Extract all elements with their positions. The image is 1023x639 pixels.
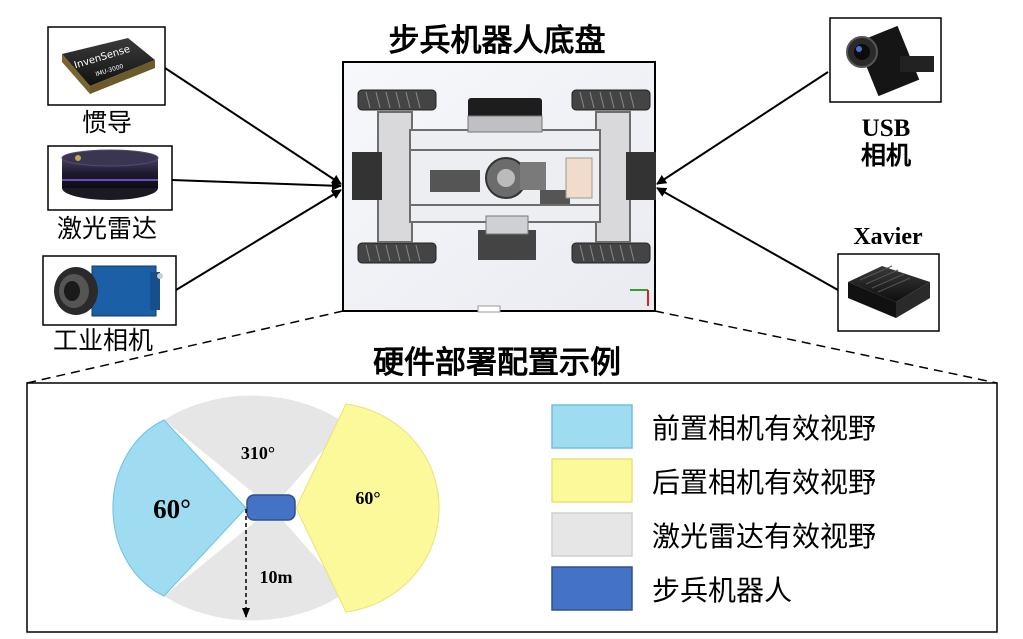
legend-label-front: 前置相机有效视野 [652,412,876,445]
legend-swatch-rear [551,458,633,503]
usb-camera-arrow [656,71,829,185]
lidar-label: 激光雷达 [57,214,157,243]
section-title: 硬件部署配置示例 [373,345,621,381]
xavier-arrow [656,187,839,291]
rear-camera-fov [295,403,440,613]
imu-chip-icon [62,38,155,86]
usb-camera-label-line1: USB [862,115,911,142]
xavier-label: Xavier [853,224,923,250]
legend-label-lidar: 激光雷达有效视野 [652,520,876,553]
legend-swatch-robot [551,566,633,611]
lidar-fov-top [164,395,346,508]
xavier-image [837,253,940,332]
legend-label-robot: 步兵机器人 [652,574,792,607]
chassis-image [342,61,656,313]
usb-camera-image [829,17,942,103]
legend-label-rear: 后置相机有效视野 [652,466,876,499]
rear-angle-label: 60° [355,488,380,508]
camera-body-icon [91,265,157,317]
chassis-title: 步兵机器人底盘 [389,23,606,59]
xavier-module-icon [848,266,930,302]
industrial-camera-image [42,255,177,326]
zoom-dashed-lines [26,310,998,384]
imu-image: InvenSense IMU-3000 [47,26,166,106]
legend: 前置相机有效视野 后置相机有效视野 激光雷达有效视野 步兵机器人 [551,404,876,611]
lidar-image [47,145,173,211]
imu-arrow [164,67,342,185]
industrial-camera-arrow [175,189,342,291]
lidar-fov-bottom [164,508,346,621]
robot-icon [246,494,296,521]
front-camera-fov [112,419,247,597]
usb-camera-label-line2: 相机 [861,141,911,170]
legend-swatch-lidar [551,512,633,557]
front-angle-label: 60° [153,494,191,524]
imu-label: 惯导 [82,108,132,137]
industrial-camera-label: 工业相机 [53,326,153,355]
side-motor-icon [352,152,382,200]
legend-swatch-front [551,404,633,449]
range-label: 10m [260,567,293,587]
lidar-angle-label: 310° [241,443,275,463]
lidar-arrow [171,179,342,191]
connection-arrows [164,67,839,291]
